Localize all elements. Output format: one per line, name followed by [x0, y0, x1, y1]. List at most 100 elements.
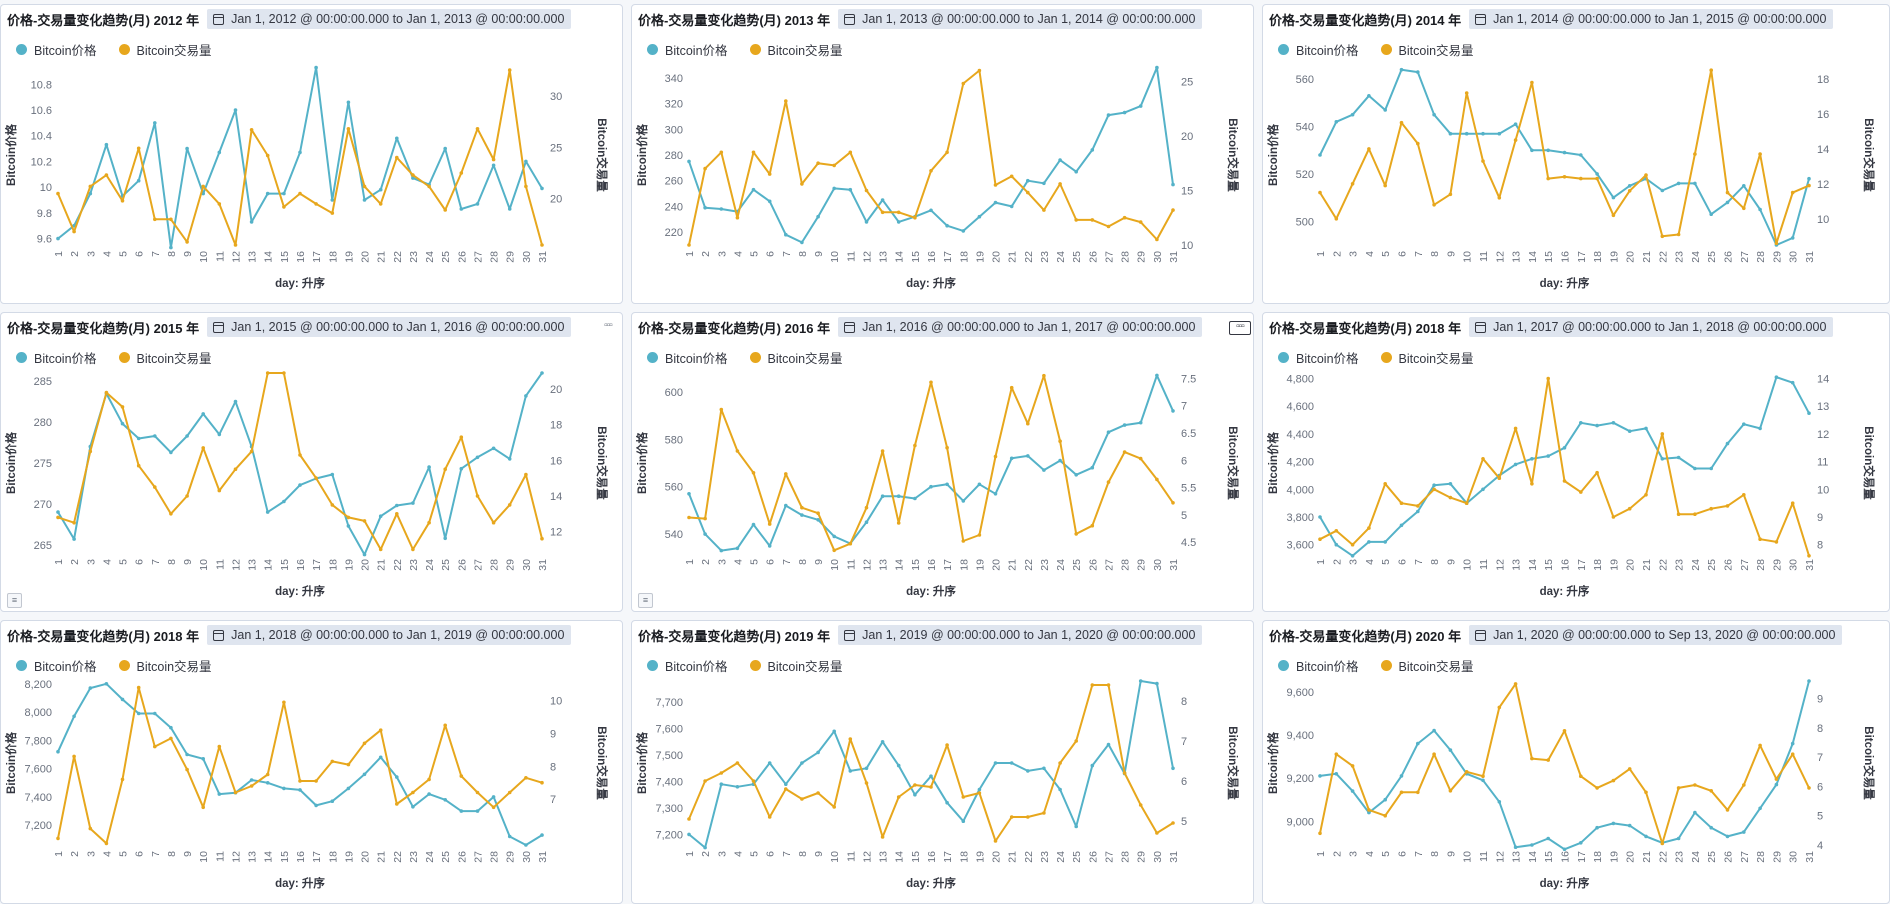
volume-point[interactable] [1693, 512, 1697, 516]
price-point[interactable] [1009, 204, 1014, 209]
price-point[interactable] [1383, 797, 1387, 802]
time-range-badge[interactable]: Jan 1, 2012 @ 00:00:00.000 to Jan 1, 201… [207, 9, 572, 29]
price-point[interactable] [929, 484, 933, 489]
volume-point[interactable] [1058, 439, 1062, 443]
volume-point[interactable] [1546, 376, 1550, 381]
volume-point[interactable] [1481, 774, 1485, 778]
volume-point[interactable] [88, 184, 93, 189]
price-point[interactable] [1562, 847, 1567, 852]
price-point[interactable] [169, 245, 173, 250]
volume-point[interactable] [72, 754, 76, 759]
volume-point[interactable] [1448, 495, 1453, 500]
volume-point[interactable] [298, 779, 302, 783]
volume-point[interactable] [735, 215, 740, 220]
time-range-badge[interactable]: Jan 1, 2018 @ 00:00:00.000 to Jan 1, 201… [207, 625, 572, 645]
volume-point[interactable] [1090, 683, 1095, 687]
price-point[interactable] [1546, 454, 1550, 458]
price-point[interactable] [703, 532, 707, 536]
volume-point[interactable] [929, 380, 933, 385]
volume-point[interactable] [1383, 482, 1387, 486]
price-point[interactable] [1042, 766, 1046, 771]
price-point[interactable] [1058, 458, 1062, 463]
volume-point[interactable] [507, 68, 512, 72]
price-point[interactable] [1530, 457, 1534, 461]
legend-item-volume[interactable]: Bitcoin交易量 [118, 348, 212, 367]
volume-point[interactable] [1350, 542, 1355, 547]
volume-point[interactable] [1318, 190, 1322, 195]
volume-point[interactable] [1660, 841, 1665, 846]
price-point[interactable] [1383, 108, 1387, 112]
price-point[interactable] [896, 763, 901, 768]
volume-point[interactable] [153, 217, 157, 222]
volume-point[interactable] [346, 515, 351, 520]
legend-item-volume[interactable]: Bitcoin交易量 [118, 656, 212, 675]
price-point[interactable] [880, 740, 885, 744]
volume-point[interactable] [1513, 682, 1518, 686]
time-range-badge[interactable]: Jan 1, 2013 @ 00:00:00.000 to Jan 1, 201… [838, 9, 1203, 29]
price-point[interactable] [1676, 836, 1681, 841]
price-point[interactable] [524, 843, 528, 847]
price-point[interactable] [1611, 821, 1616, 826]
price-point[interactable] [120, 421, 125, 426]
price-point[interactable] [1725, 200, 1730, 205]
price-series-line[interactable] [57, 66, 543, 249]
price-point[interactable] [378, 187, 383, 192]
volume-point[interactable] [1367, 147, 1371, 151]
price-point[interactable] [1595, 172, 1599, 176]
volume-point[interactable] [395, 802, 399, 806]
price-point[interactable] [1334, 772, 1339, 776]
volume-point[interactable] [864, 781, 869, 785]
price-point[interactable] [540, 371, 544, 375]
price-point[interactable] [1611, 195, 1616, 200]
price-point[interactable] [1171, 182, 1175, 187]
price-point[interactable] [1481, 131, 1485, 136]
volume-series-line[interactable] [1319, 377, 1810, 557]
volume-point[interactable] [993, 183, 998, 187]
price-point[interactable] [136, 436, 141, 441]
price-point[interactable] [1074, 473, 1078, 477]
volume-point[interactable] [1334, 217, 1339, 221]
volume-point[interactable] [378, 547, 383, 552]
volume-point[interactable] [993, 454, 998, 459]
price-point[interactable] [475, 809, 480, 813]
volume-point[interactable] [1644, 173, 1648, 177]
volume-point[interactable] [848, 737, 853, 741]
price-point[interactable] [1693, 466, 1697, 471]
legend-item-price[interactable]: Bitcoin价格 [1278, 656, 1359, 675]
volume-series-line[interactable] [1319, 682, 1810, 845]
price-point[interactable] [346, 524, 351, 528]
volume-point[interactable] [120, 199, 125, 203]
volume-point[interactable] [1627, 189, 1632, 193]
volume-point[interactable] [1058, 182, 1062, 186]
price-point[interactable] [1383, 540, 1387, 544]
volume-point[interactable] [1579, 176, 1583, 181]
volume-point[interactable] [540, 536, 544, 541]
volume-point[interactable] [1481, 159, 1485, 163]
price-point[interactable] [1579, 421, 1583, 425]
volume-point[interactable] [816, 791, 820, 795]
price-point[interactable] [832, 729, 836, 734]
price-point[interactable] [282, 191, 286, 196]
price-point[interactable] [72, 714, 76, 719]
volume-point[interactable] [1042, 208, 1046, 212]
price-point[interactable] [929, 774, 933, 778]
price-point[interactable] [540, 186, 544, 191]
price-point[interactable] [395, 503, 399, 508]
volume-point[interactable] [1042, 373, 1046, 378]
volume-point[interactable] [961, 81, 966, 86]
price-point[interactable] [1742, 184, 1746, 188]
volume-point[interactable] [1742, 783, 1746, 787]
panel-options-icon[interactable]: ▫▫▫ [604, 320, 613, 331]
price-point[interactable] [1595, 423, 1599, 428]
volume-point[interactable] [735, 449, 740, 453]
price-point[interactable] [153, 711, 157, 716]
volume-point[interactable] [1530, 80, 1534, 85]
volume-point[interactable] [411, 173, 415, 177]
volume-point[interactable] [751, 471, 756, 475]
volume-point[interactable] [1106, 480, 1111, 484]
price-point[interactable] [443, 536, 448, 541]
price-point[interactable] [784, 503, 788, 508]
price-point[interactable] [1790, 741, 1795, 746]
price-point[interactable] [540, 833, 544, 837]
price-point[interactable] [751, 187, 756, 192]
